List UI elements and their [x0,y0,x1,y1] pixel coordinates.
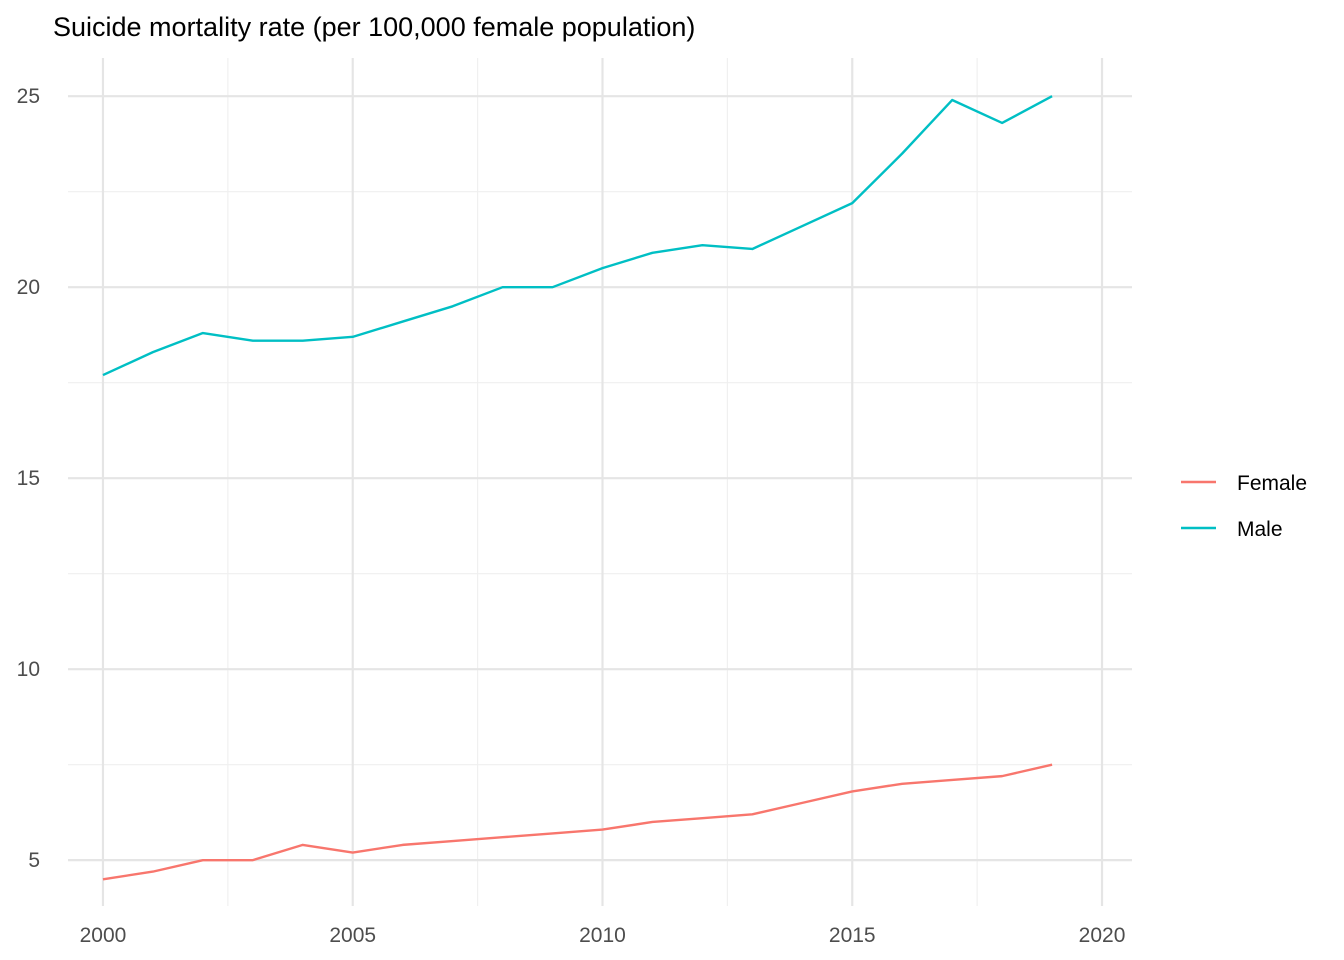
x-tick-label: 2020 [1079,924,1126,947]
x-tick-label: 2010 [579,924,626,947]
y-tick-label: 25 [17,85,40,108]
y-tick-label: 5 [28,849,40,872]
x-axis: 2000 2005 2010 2015 2020 [80,924,1126,947]
major-gridlines [68,58,1132,906]
series-line-female [102,763,1053,881]
y-tick-label: 10 [17,658,40,681]
x-tick-label: 2000 [80,924,127,947]
minor-gridlines [68,58,1132,906]
series-lines [102,95,1053,881]
y-tick-label: 20 [17,276,40,299]
y-axis: 5 10 15 20 25 [17,85,40,872]
chart-title: Suicide mortality rate (per 100,000 fema… [53,12,695,42]
series-line-male [102,95,1053,377]
legend: Female Male [1181,472,1307,541]
y-tick-label: 15 [17,467,40,490]
legend-label-female: Female [1237,472,1307,495]
x-tick-label: 2005 [329,924,376,947]
legend-label-male: Male [1237,518,1283,541]
x-tick-label: 2015 [829,924,876,947]
